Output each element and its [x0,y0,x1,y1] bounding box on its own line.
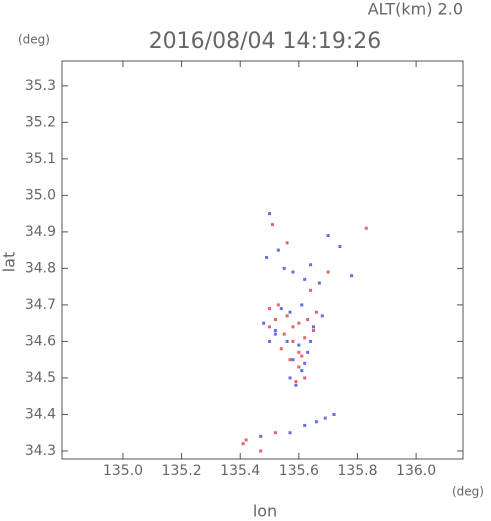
point [300,369,304,373]
point [309,339,313,343]
y-tick-label: 34.6 [25,333,56,349]
point [300,354,304,358]
point [291,358,295,362]
y-tick-label: 35.1 [25,151,56,167]
point [285,241,289,245]
y-unit: (deg) [18,33,50,47]
y-tick-label: 35.0 [25,187,56,203]
point [291,270,295,274]
point [303,361,307,365]
point [262,321,266,325]
chart-subtitle: ALT(km) 2.0 [368,0,463,19]
point [273,332,277,336]
point [244,438,248,442]
y-tick-label: 34.8 [25,260,56,276]
y-tick-label: 34.5 [25,370,56,386]
point [326,270,330,274]
x-axis-label: lon [253,502,277,521]
point [309,288,313,292]
point [309,263,313,267]
point [303,376,307,380]
point [279,347,283,351]
point [294,380,298,384]
point [288,431,292,435]
y-tick-label: 34.7 [25,297,56,313]
point [312,328,316,332]
point [285,339,289,343]
plot-frame [61,60,464,460]
point [268,325,272,329]
y-tick-label: 35.2 [25,114,56,130]
point [268,339,272,343]
point [288,376,292,380]
point [326,234,330,238]
point [317,281,321,285]
point [291,339,295,343]
point [297,321,301,325]
point [320,314,324,318]
point [276,303,280,307]
point [268,307,272,311]
point [241,442,245,446]
y-axis-label: lat [0,252,19,273]
point [338,244,342,248]
point [259,449,263,453]
point [270,223,274,227]
point [297,343,301,347]
point [297,350,301,354]
point [282,266,286,270]
point [350,274,354,278]
point [288,310,292,314]
x-tick-label: 135.8 [337,463,377,479]
y-tick-label: 34.4 [25,406,56,422]
point [303,336,307,340]
x-tick-label: 136.0 [396,463,436,479]
point [288,358,292,362]
point [332,412,336,416]
point [312,325,316,329]
point [303,277,307,281]
point [364,226,368,230]
point [300,303,304,307]
y-tick-label: 35.3 [25,78,56,94]
y-tick-label: 34.3 [25,443,56,459]
x-tick-label: 135.6 [279,463,319,479]
point [294,383,298,387]
x-unit: (deg) [452,485,484,499]
point [276,248,280,252]
point [273,431,277,435]
chart-title: 2016/08/04 14:19:26 [149,29,382,54]
point [314,310,318,314]
point [273,328,277,332]
x-tick-label: 135.0 [103,463,143,479]
point [268,212,272,216]
point [306,318,310,322]
y-tick-label: 34.9 [25,224,56,240]
point [306,350,310,354]
point [323,416,327,420]
x-tick-label: 135.2 [162,463,202,479]
point [285,314,289,318]
point [282,332,286,336]
point [303,423,307,427]
point [259,434,263,438]
x-tick-label: 135.4 [220,463,260,479]
point [279,307,283,311]
point [314,420,318,424]
point [265,255,269,259]
point [297,365,301,369]
point [291,325,295,329]
point [273,318,277,322]
